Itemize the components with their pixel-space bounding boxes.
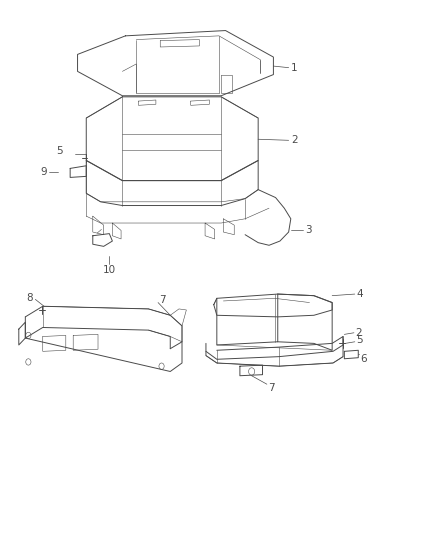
Text: 7: 7 — [159, 295, 166, 305]
Text: 1: 1 — [291, 63, 297, 72]
Text: 6: 6 — [360, 354, 367, 364]
Text: 7: 7 — [268, 383, 275, 393]
Text: 5: 5 — [356, 335, 363, 345]
Text: 10: 10 — [103, 265, 116, 275]
Text: 3: 3 — [305, 225, 311, 236]
Text: 8: 8 — [27, 293, 33, 303]
Text: 9: 9 — [40, 167, 47, 177]
Text: 4: 4 — [356, 289, 363, 299]
Text: 2: 2 — [291, 135, 297, 146]
Text: 2: 2 — [355, 328, 362, 338]
Text: 5: 5 — [56, 146, 62, 156]
